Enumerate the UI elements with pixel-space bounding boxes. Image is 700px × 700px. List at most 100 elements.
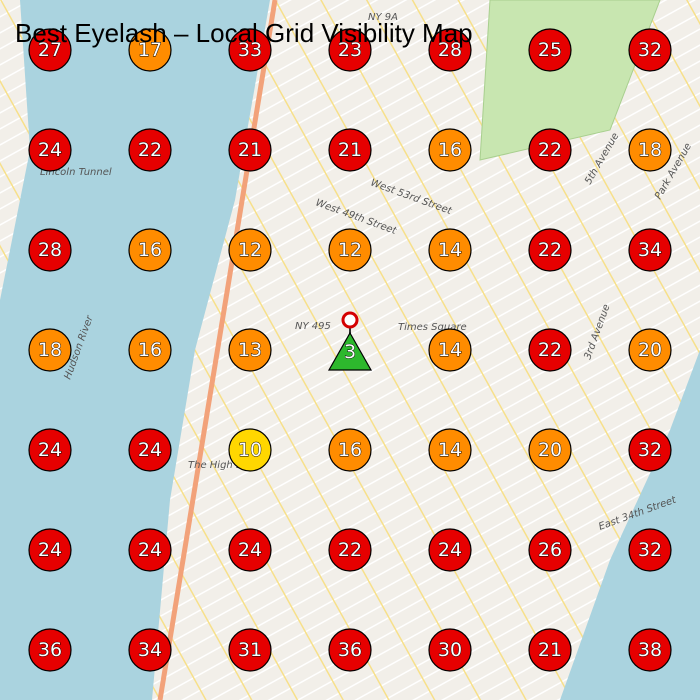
rank-value: 23 [338,39,362,61]
rank-value: 36 [38,639,62,661]
map-label: NY 9A [368,12,398,23]
rank-marker [328,28,372,72]
rank-value: 26 [538,539,562,561]
rank-value: 36 [338,639,362,661]
rank-marker [28,228,72,272]
rank-marker [328,628,372,672]
rank-marker [128,228,172,272]
rank-marker [28,28,72,72]
rank-value: 34 [638,239,662,261]
central-park [479,0,661,161]
rank-marker [628,428,672,472]
highway [157,0,278,700]
rank-marker [28,128,72,172]
rank-marker [128,528,172,572]
rank-value: 24 [238,539,262,561]
rank-marker [628,328,672,372]
rank-marker [628,28,672,72]
pin [341,311,359,329]
rank-marker [428,228,472,272]
rank-value: 32 [638,539,662,561]
rank-marker [428,28,472,72]
rank-value: 24 [38,539,62,561]
rank-value: 22 [138,139,162,161]
rank-value: 13 [238,339,262,361]
rank-marker [128,28,172,72]
rank-marker [528,28,572,72]
rank-value: 24 [138,539,162,561]
rank-marker [228,528,272,572]
rank-marker [428,628,472,672]
rank-marker [328,228,372,272]
map-label: Times Square [398,322,467,333]
east-river [560,350,700,700]
rank-marker [128,428,172,472]
rank-marker [628,528,672,572]
rank-value: 31 [238,639,262,661]
rank-value: 14 [438,239,462,261]
rank-value: 24 [38,439,62,461]
rank-value: 30 [438,639,462,661]
rank-value: 16 [138,239,162,261]
rank-value: 16 [438,139,462,161]
rank-marker [228,28,272,72]
rank-value: 24 [38,139,62,161]
rank-marker [428,528,472,572]
rank-marker [128,128,172,172]
rank-marker [628,128,672,172]
rank-value: 28 [38,239,62,261]
rank-value: 20 [538,439,562,461]
rank-marker [327,331,373,371]
rank-value: 16 [138,339,162,361]
rank-value: 20 [638,339,662,361]
rank-marker [128,628,172,672]
rank-value: 21 [338,139,362,161]
rank-marker [528,328,572,372]
rank-value: 24 [438,539,462,561]
map-label: NY 495 [295,321,331,332]
rank-marker [28,328,72,372]
rank-value: 22 [338,539,362,561]
rank-value: 34 [138,639,162,661]
rank-marker [228,428,272,472]
rank-value: 18 [638,139,662,161]
rank-value: 12 [338,239,362,261]
rank-marker [128,328,172,372]
rank-value: 22 [538,239,562,261]
rank-marker [228,628,272,672]
rank-marker [628,228,672,272]
rank-value: 25 [538,39,562,61]
rank-value: 21 [238,139,262,161]
rank-marker [528,128,572,172]
rank-value: 12 [238,239,262,261]
rank-value: 22 [538,339,562,361]
rank-value: 17 [138,39,162,61]
rank-value: 14 [438,439,462,461]
rank-marker [528,228,572,272]
rank-marker [628,628,672,672]
rank-marker [428,328,472,372]
rank-marker [28,528,72,572]
rank-value: 22 [538,139,562,161]
rank-marker [528,628,572,672]
map-label: Lincoln Tunnel [40,167,112,178]
rank-marker [228,228,272,272]
rank-marker [28,628,72,672]
rank-marker [328,528,372,572]
rank-value: 14 [438,339,462,361]
rank-value: 3 [344,341,356,363]
rank-marker [428,428,472,472]
rank-marker [228,328,272,372]
rank-marker [228,128,272,172]
rank-value: 27 [38,39,62,61]
rank-marker [28,428,72,472]
rank-value: 32 [638,439,662,461]
rank-value: 38 [638,639,662,661]
rank-value: 10 [238,439,262,461]
rank-marker [428,128,472,172]
rank-value: 21 [538,639,562,661]
rank-marker [528,528,572,572]
rank-value: 32 [638,39,662,61]
rank-value: 33 [238,39,262,61]
